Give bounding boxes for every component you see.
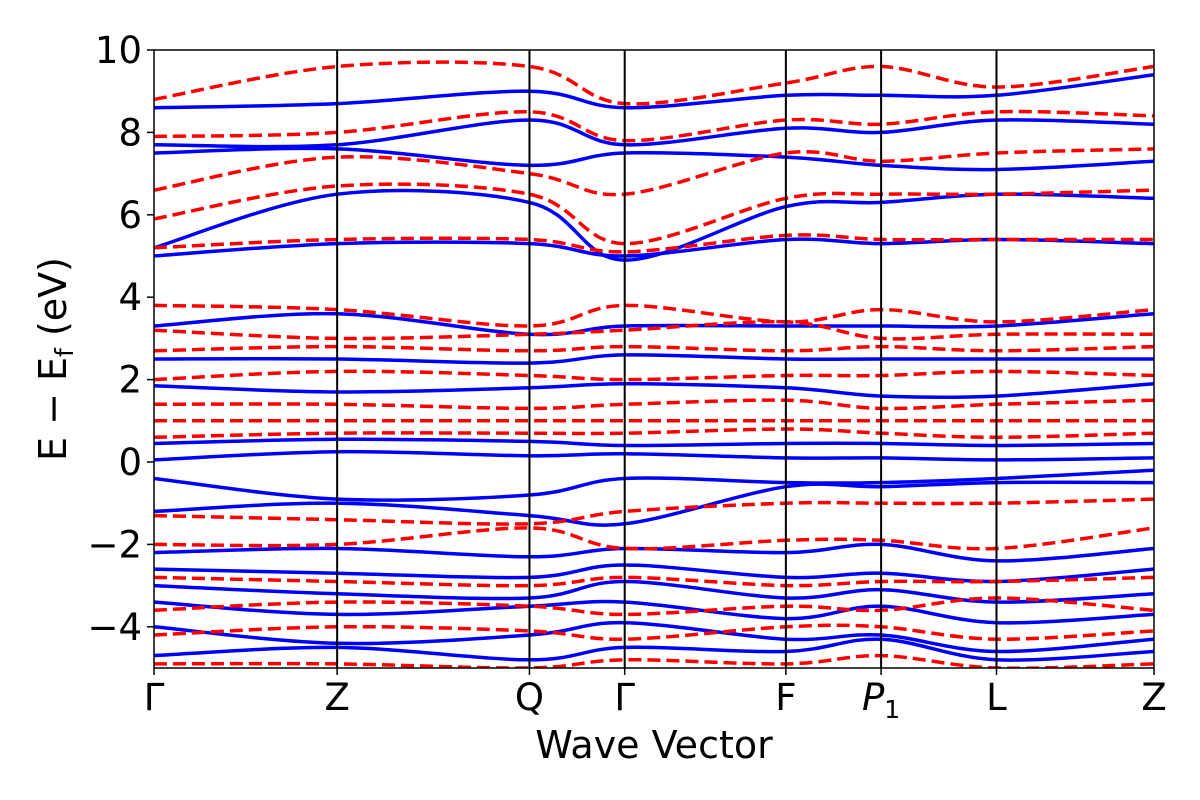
x-tick-label: Γ [144, 676, 165, 719]
plot-frame [153, 49, 1155, 669]
x-tick-label: F [775, 676, 796, 719]
y-tick-label: 0 [118, 441, 142, 484]
dashed-band-14 [154, 182, 1154, 246]
y-axis-label: E − Ef (eV) [31, 257, 79, 461]
x-tick-label-main: Γ [144, 676, 165, 719]
x-tick-label-main: Z [1141, 676, 1166, 719]
x-axis-label: Wave Vector [535, 723, 773, 767]
dashed-band-15 [154, 147, 1154, 197]
x-tick-label-subscript: 1 [884, 695, 900, 724]
x-tick-label-main: P [862, 676, 885, 719]
y-axis-label-unit: (eV) [31, 257, 75, 348]
high-symmetry-lines [336, 50, 998, 668]
x-tick-label: Z [1141, 676, 1166, 719]
x-tick-label: L [986, 676, 1007, 719]
x-tick-label: P1 [862, 676, 900, 724]
y-tick-label: −2 [87, 523, 142, 566]
x-tick-label-main: F [775, 676, 796, 719]
x-tick-label: Z [324, 676, 349, 719]
y-axis-label-subscript: f [50, 347, 79, 357]
x-tick-label: Q [515, 676, 544, 719]
y-axis-label-main: E − E [31, 357, 75, 461]
y-tick-label: 2 [118, 359, 142, 402]
y-axis-ticks: −4 −2 0 2 4 6 8 10 [87, 29, 154, 649]
y-tick-label: 6 [118, 194, 142, 237]
y-tick-label: 10 [95, 29, 142, 72]
y-tick-label: 8 [118, 111, 142, 154]
x-axis-ticks: Γ Z Q Γ F P1 L Z [144, 668, 1167, 724]
x-tick-label-main: Q [515, 676, 544, 719]
y-tick-label: −4 [87, 606, 142, 649]
y-tick-label: 4 [118, 276, 142, 319]
x-tick-label-main: Z [324, 676, 349, 719]
x-tick-label: Γ [614, 676, 635, 719]
x-tick-label-main: Γ [614, 676, 635, 719]
x-tick-label-main: L [986, 676, 1007, 719]
